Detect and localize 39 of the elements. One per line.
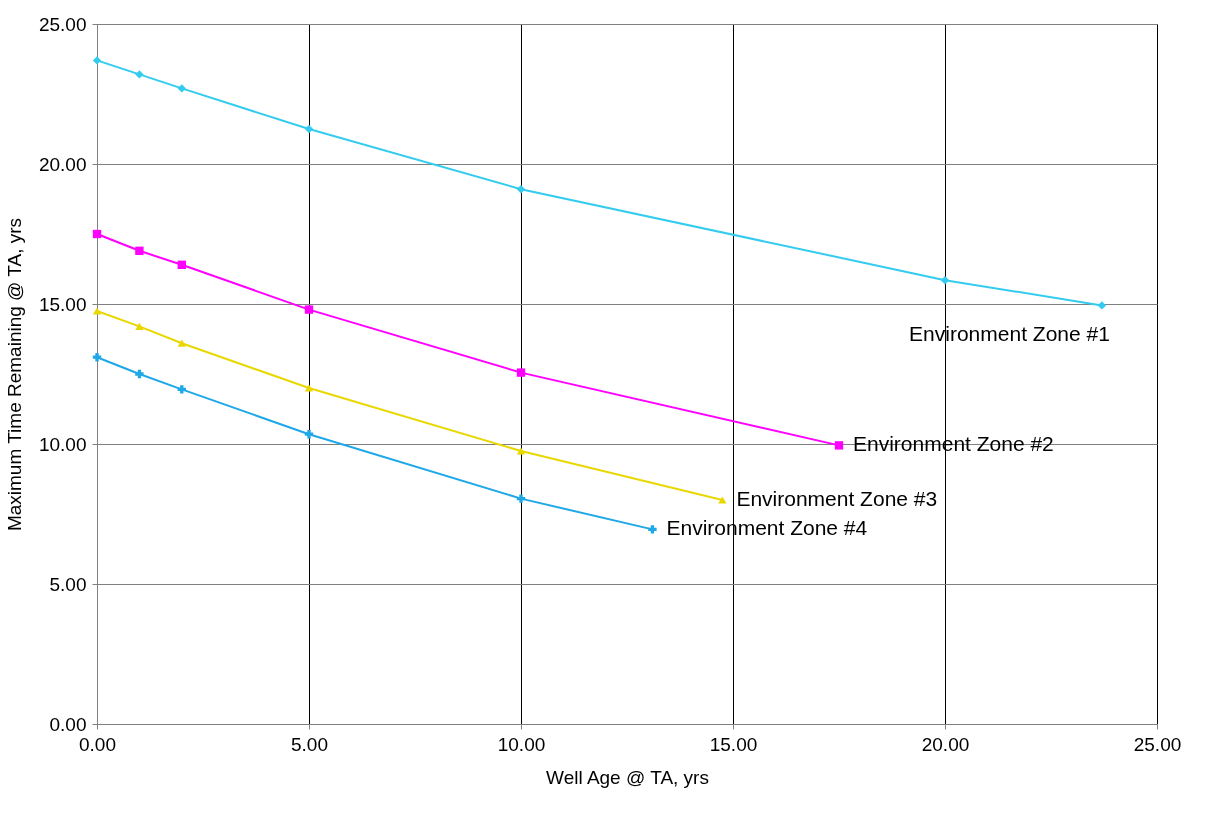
- point: [177, 339, 186, 347]
- point: [516, 447, 526, 455]
- point: [177, 385, 186, 394]
- point: [304, 305, 314, 314]
- point: [516, 185, 526, 194]
- x-axis-title: Well Age @ TA, yrs: [546, 766, 709, 788]
- point: [135, 70, 144, 79]
- y-tick-label: 15.00: [38, 293, 87, 315]
- point: [718, 496, 727, 504]
- point: [304, 384, 314, 392]
- x-tick-label: 20.00: [921, 733, 970, 755]
- y-tick-label: 10.00: [38, 433, 87, 455]
- point: [304, 124, 314, 134]
- x-tick-label: 10.00: [497, 733, 546, 755]
- x-tick-label: 15.00: [709, 733, 758, 755]
- point: [516, 368, 526, 377]
- point: [92, 353, 102, 362]
- point: [304, 430, 314, 439]
- y-tick-label: 25.00: [38, 13, 87, 35]
- point: [834, 441, 844, 450]
- point: [516, 494, 526, 503]
- x-tick-label: 5.00: [291, 733, 328, 755]
- y-axis-title: Maximum Time Remaining @ TA, yrs: [3, 217, 25, 532]
- y-tick-label: 20.00: [38, 153, 87, 175]
- point: [177, 84, 186, 93]
- point: [92, 56, 102, 65]
- point: [648, 525, 657, 534]
- point: [940, 276, 950, 285]
- point: [135, 246, 144, 255]
- point: [135, 322, 144, 331]
- point: [135, 369, 144, 379]
- y-tick-label: 5.00: [49, 573, 87, 595]
- x-tick-label: 0.00: [79, 733, 116, 755]
- x-tick-label: 25.00: [1133, 733, 1182, 755]
- point: [92, 229, 102, 239]
- point: [177, 260, 186, 269]
- series-label: Environment Zone #3: [736, 487, 938, 510]
- y-tick-label: 0.00: [49, 713, 87, 735]
- point: [1097, 301, 1107, 310]
